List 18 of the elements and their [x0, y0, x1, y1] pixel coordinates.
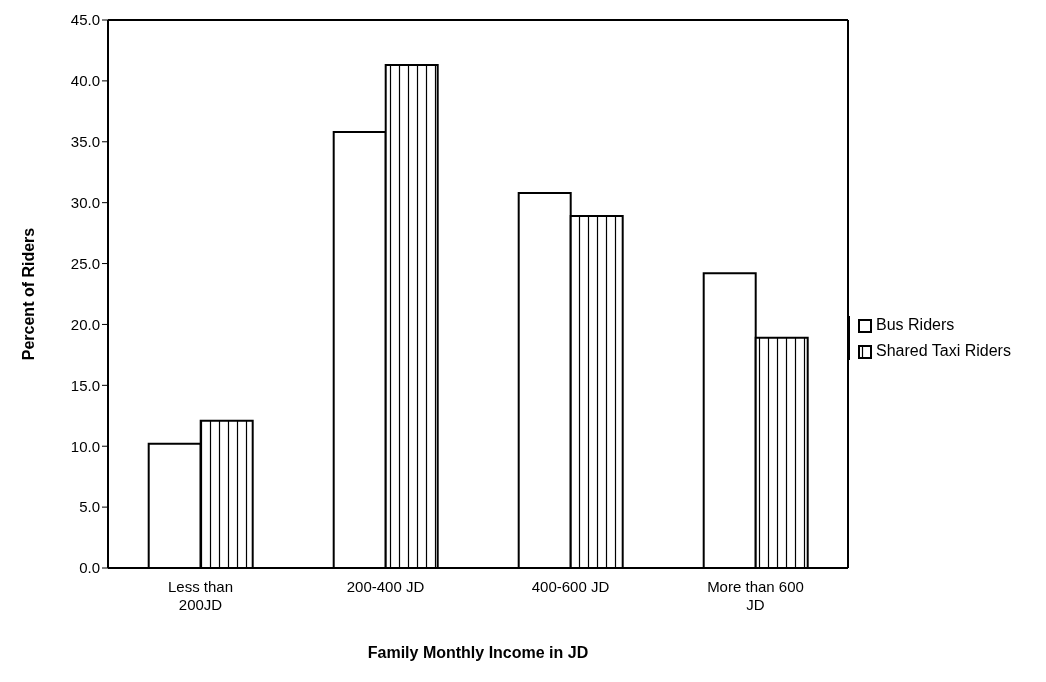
x-axis-title: Family Monthly Income in JD — [367, 644, 589, 661]
y-tick-label: 40.0 — [70, 72, 100, 90]
y-tick-label: 0.0 — [79, 559, 100, 577]
y-tick-label: 45.0 — [70, 11, 100, 29]
legend-label: Shared Taxi Riders — [876, 342, 1011, 360]
x-tick-label: 200-400 JD — [346, 578, 425, 595]
legend-label: Bus Riders — [876, 316, 955, 334]
y-tick-label: 20.0 — [70, 315, 100, 333]
y-tick-label: 30.0 — [70, 193, 100, 211]
y-tick-label: 5.0 — [79, 498, 100, 516]
y-tick-label: 10.0 — [70, 437, 100, 455]
x-tick-label: More than 600 JD — [707, 578, 804, 613]
x-tick-label: Less than 200JD — [167, 578, 234, 613]
x-tick-label: 400-600 JD — [531, 578, 610, 595]
y-tick-label: 15.0 — [70, 376, 100, 394]
y-tick-label: 25.0 — [70, 254, 100, 272]
y-axis-title: Percent of Riders — [19, 227, 37, 361]
y-tick-label: 35.0 — [70, 133, 100, 151]
